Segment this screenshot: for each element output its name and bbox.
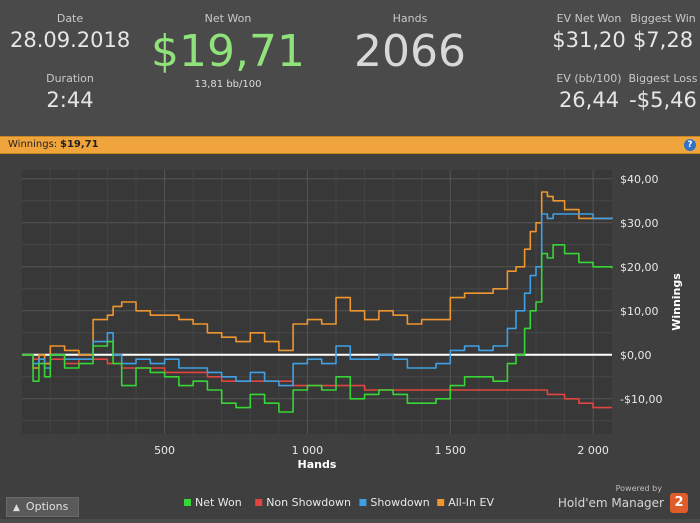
brand-name: Hold'em Manager [557,496,664,510]
duration-label: Duration [46,72,94,85]
bb-per-100-value: 13,81 bb/100 [194,79,262,90]
winnings-label: Winnings: [8,139,58,150]
chevron-up-icon: ▲ [13,503,20,513]
brand-badge-icon: 2 [670,493,688,513]
x-tick-label: 1 500 [435,444,467,457]
ev-bb-value: 26,44 [558,88,620,112]
options-label: Options [25,500,69,513]
y-tick-label: -$10,00 [620,393,662,406]
hands-value: 2066 [354,26,466,77]
biggest-win-stat: Biggest Win $7,28 [626,12,700,52]
y-axis-label: Winnings [670,273,683,331]
series-line-net-won [22,244,613,413]
biggest-loss-stat: Biggest Loss -$5,46 [626,72,700,112]
y-axis-ticks: -$10,00 $0,00 $10,00 $20,00 $30,00 $40,00 [620,173,662,406]
brand-logo: Powered by Hold'em Manager 2 [558,484,688,513]
x-tick-label: 2 000 [577,444,609,457]
date-label: Date [56,12,84,25]
duration-stat: Duration 2:44 [10,72,130,112]
biggest-loss-label: Biggest Loss [628,72,698,85]
y-tick-label: $0,00 [620,349,652,362]
biggest-win-value: $7,28 [632,28,694,52]
legend-swatch [437,499,445,506]
winnings-chart: 500 1 000 1 500 2 000 -$10,00 $0,00 $10,00 $20… [22,170,683,509]
hands-label: Hands [392,12,428,25]
legend-swatch [255,499,263,506]
hands-stat: Hands 2066 [345,12,475,79]
ev-net-won-value: $31,20 [552,28,626,52]
net-won-value: $19,71 [151,26,305,77]
plot-background [22,170,612,434]
ev-net-won-stat: EV Net Won $31,20 [548,12,630,52]
legend-swatch [184,499,191,506]
y-tick-label: $40,00 [620,173,659,186]
ev-bb-stat: EV (bb/100) 26,44 [548,72,630,112]
powered-by-text: Powered by [615,484,662,493]
x-axis-label: Hands [298,458,337,471]
net-won-stat: Net Won $19,71 13,81 bb/100 [148,12,308,90]
legend-item-label: Net Won [195,496,242,509]
date-stat: Date 28.09.2018 [10,12,130,52]
legend-swatch [359,499,367,506]
ev-bb-label: EV (bb/100) [556,72,622,85]
date-value: 28.09.2018 [10,28,131,52]
options-button[interactable]: ▲ Options [6,497,80,517]
legend-item-label: All-In EV [448,496,494,509]
duration-value: 2:44 [46,88,94,112]
legend-item-label: Showdown [370,496,429,509]
y-tick-label: $20,00 [620,261,659,274]
series-lines [22,191,613,413]
biggest-win-label: Biggest Win [630,12,696,25]
y-tick-label: $10,00 [620,305,659,318]
series-line-all-in-ev [22,191,613,369]
x-tick-label: 500 [154,444,175,457]
x-axis-ticks: 500 1 000 1 500 2 000 [154,444,609,457]
biggest-loss-value: -$5,46 [629,88,697,112]
ev-net-won-label: EV Net Won [556,12,622,25]
legend-item-label: Non Showdown [266,496,351,509]
chart-area: 500 1 000 1 500 2 000 -$10,00 $0,00 $10,00 $20… [0,154,700,519]
net-won-label: Net Won [204,12,252,25]
stats-panel: Date 28.09.2018 Duration 2:44 Net Won $1… [0,0,700,136]
series-line-showdown [22,213,613,387]
x-tick-label: 1 000 [292,444,324,457]
y-tick-label: $30,00 [620,217,659,230]
chart-legend: Net Won Non Showdown Showdown All-In EV [184,496,494,509]
winnings-value: $19,71 [60,139,99,150]
winnings-header-bar: Winnings: $19,71 ? [0,136,700,154]
help-icon[interactable]: ? [684,139,696,151]
